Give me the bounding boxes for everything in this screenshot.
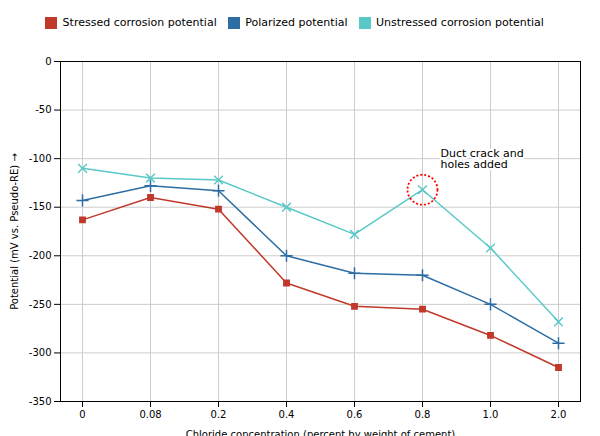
html-text:Polarized potential: Polarized potential <box>245 16 348 29</box>
svg-text:0.2: 0.2 <box>211 408 227 419</box>
svg-text:-50: -50 <box>35 104 51 115</box>
svg-text:-200: -200 <box>29 249 52 260</box>
svg-text:-150: -150 <box>29 201 52 212</box>
svg-text:0: 0 <box>79 408 85 419</box>
svg-text:0.4: 0.4 <box>279 408 295 419</box>
html-text:Unstressed corrosion potential: Unstressed corrosion potential <box>376 16 544 29</box>
svg-text:0.6: 0.6 <box>347 408 363 419</box>
svg-text:0.8: 0.8 <box>415 408 431 419</box>
svg-text:1.0: 1.0 <box>483 408 499 419</box>
svg-text:Potential (mV vs. Pseudo-RE) →: Potential (mV vs. Pseudo-RE) → <box>9 153 20 310</box>
svg-text:2.0: 2.0 <box>551 408 567 419</box>
svg-text:Duct crack andholes added: Duct crack andholes added <box>441 146 524 170</box>
svg-text:0: 0 <box>45 55 51 66</box>
svg-text:-100: -100 <box>29 152 52 163</box>
svg-text:-350: -350 <box>29 395 52 406</box>
html-text:Stressed corrosion potential: Stressed corrosion potential <box>62 16 217 29</box>
svg-text:0.08: 0.08 <box>139 408 161 419</box>
svg-text:Chloride concentration (percen: Chloride concentration (percent by weigh… <box>186 428 456 436</box>
svg-text:-250: -250 <box>29 298 52 309</box>
svg-text:-300: -300 <box>29 347 52 358</box>
